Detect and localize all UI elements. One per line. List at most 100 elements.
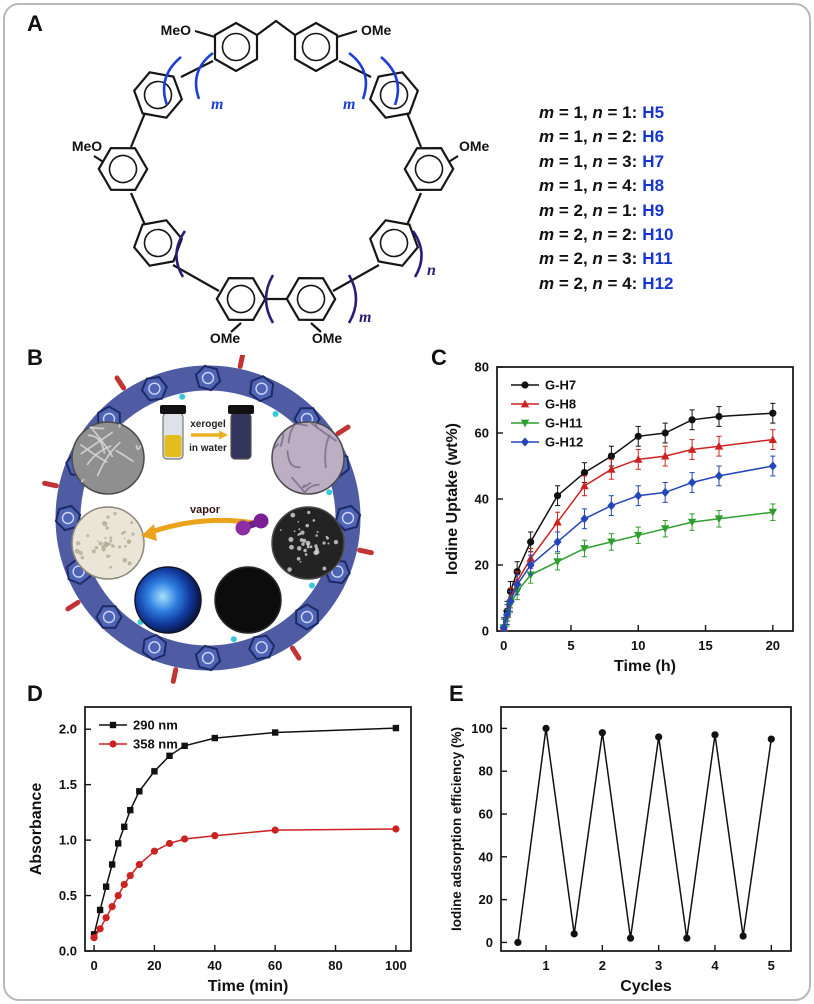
marker-circle: [211, 832, 219, 840]
y-axis-label: Iodine adsorption efficiency (%): [449, 727, 464, 931]
marker-diamond: [634, 491, 643, 501]
series-358-nm: [90, 825, 400, 942]
dark-gel-photo: [214, 566, 282, 634]
marker-circle: [108, 903, 116, 911]
x-axis-label: Cycles: [620, 978, 672, 995]
marker-triangle-down: [520, 419, 530, 428]
sem-fiber: [324, 434, 331, 469]
photo-speckle: [117, 545, 122, 549]
in-water-vial: [228, 405, 254, 460]
photo-speckle: [313, 550, 319, 556]
series-290-nm: [90, 724, 400, 938]
ring-hexagon-inner: [341, 511, 355, 525]
photo-speckle: [305, 540, 311, 546]
sem-fiber: [287, 422, 310, 444]
marker-circle: [769, 409, 777, 417]
sem-fiber: [272, 476, 274, 494]
photo-speckle: [113, 511, 117, 516]
marker-circle: [715, 412, 723, 421]
xerogel-iodine-photo: [271, 506, 345, 580]
marker-triangle-down: [553, 558, 562, 567]
marker-diamond: [503, 609, 512, 620]
photo-speckle: [104, 536, 107, 540]
marker-diamond: [526, 560, 535, 570]
x-tick-label: 20: [766, 638, 780, 653]
photo-speckle: [314, 544, 318, 548]
x-tick-label: 100: [385, 958, 407, 973]
ring-red-substituent: [357, 547, 374, 556]
photo-speckle: [124, 544, 127, 548]
x-tick-label: 40: [208, 958, 222, 973]
panel-label-d: D: [27, 681, 43, 706]
marker-triangle-down: [714, 515, 724, 524]
photo-speckle: [94, 545, 99, 550]
sem-fiber: [135, 445, 142, 451]
marker-circle: [102, 914, 110, 922]
mn-condition: m = 2, n = 3:: [539, 249, 638, 269]
y-tick-label: 0.5: [59, 888, 77, 903]
ring-red-substituent: [289, 645, 302, 661]
photo-speckle: [299, 538, 304, 542]
marker-circle: [580, 469, 589, 477]
photo-speckle: [296, 546, 302, 551]
photo-speckle: [98, 541, 103, 546]
ring-hexagon: [194, 364, 222, 392]
axis-ticks: [501, 727, 772, 951]
legend-label: G-H8: [545, 397, 576, 412]
photo-speckle: [96, 540, 99, 543]
macrocycle-name-legend: m = 1, n = 1: H5 m = 1, n = 2: H6 m = 1, n =…: [539, 101, 729, 296]
marker-square: [96, 906, 104, 914]
ring-hexagon: [95, 605, 123, 629]
marker-circle: [661, 429, 669, 437]
marker-diamond: [580, 514, 589, 524]
marker-square: [392, 724, 400, 732]
photo-speckle: [287, 567, 292, 572]
photo-speckle: [307, 510, 311, 515]
mn-condition: m = 1, n = 2:: [539, 127, 638, 147]
photo-speckle: [80, 555, 85, 560]
marker-circle: [521, 381, 529, 389]
x-tick-label: 5: [768, 958, 775, 973]
photo-speckle: [315, 534, 318, 537]
methoxy-label: OMe: [312, 330, 343, 346]
y-tick-label: 1.5: [59, 777, 77, 792]
axis-ticks: [85, 728, 397, 952]
y-tick-label: 2.0: [59, 722, 77, 737]
photo-speckle: [106, 515, 110, 519]
sem-fiber: [118, 422, 123, 428]
ring-red-substituent: [42, 480, 59, 489]
photo-speckle: [101, 547, 106, 552]
marker-square: [115, 840, 122, 847]
marker-square: [108, 861, 116, 868]
x-tick-label: 15: [698, 638, 712, 653]
y-tick-label: 0: [482, 624, 489, 639]
photo-speckle: [288, 536, 294, 542]
marker-square: [271, 729, 279, 736]
photo-speckle: [131, 532, 135, 536]
legend-label: G-H12: [545, 435, 583, 450]
legend-label: G-H11: [545, 416, 583, 431]
ring-cyan-accent: [326, 489, 333, 496]
marker-triangle-down: [687, 518, 697, 527]
marker-square: [121, 823, 128, 830]
repeat-m-label: m: [211, 96, 223, 113]
xerogel-label: xerogel: [190, 419, 226, 430]
y-tick-label: 20: [479, 892, 493, 907]
x-axis-label: Time (min): [208, 978, 289, 995]
photo-speckle: [304, 553, 308, 556]
macrocycle-name: H11: [642, 249, 673, 269]
marker-triangle-up: [553, 517, 562, 526]
photo-speckle: [315, 549, 318, 552]
marker-circle: [711, 731, 719, 739]
recycling-efficiency-chart: 1 2 3 4 5 0 20 40 60 80 100 Cycles Iodine adsorption…: [449, 706, 792, 995]
macrocycle-legend-row: m = 1, n = 2: H6: [539, 125, 729, 149]
sem-fiber: [299, 483, 320, 494]
y-tick-label: 60: [475, 426, 489, 441]
y-tick-label: 0: [486, 935, 493, 950]
repeat-m-label: m: [343, 96, 355, 113]
y-tick-label: 80: [479, 764, 493, 779]
photo-speckle: [78, 550, 83, 556]
xerogel-vial: [160, 405, 186, 460]
macrocycle-name: H6: [642, 127, 665, 147]
macrocycle-legend-row: m = 1, n = 4: H8: [539, 174, 729, 198]
